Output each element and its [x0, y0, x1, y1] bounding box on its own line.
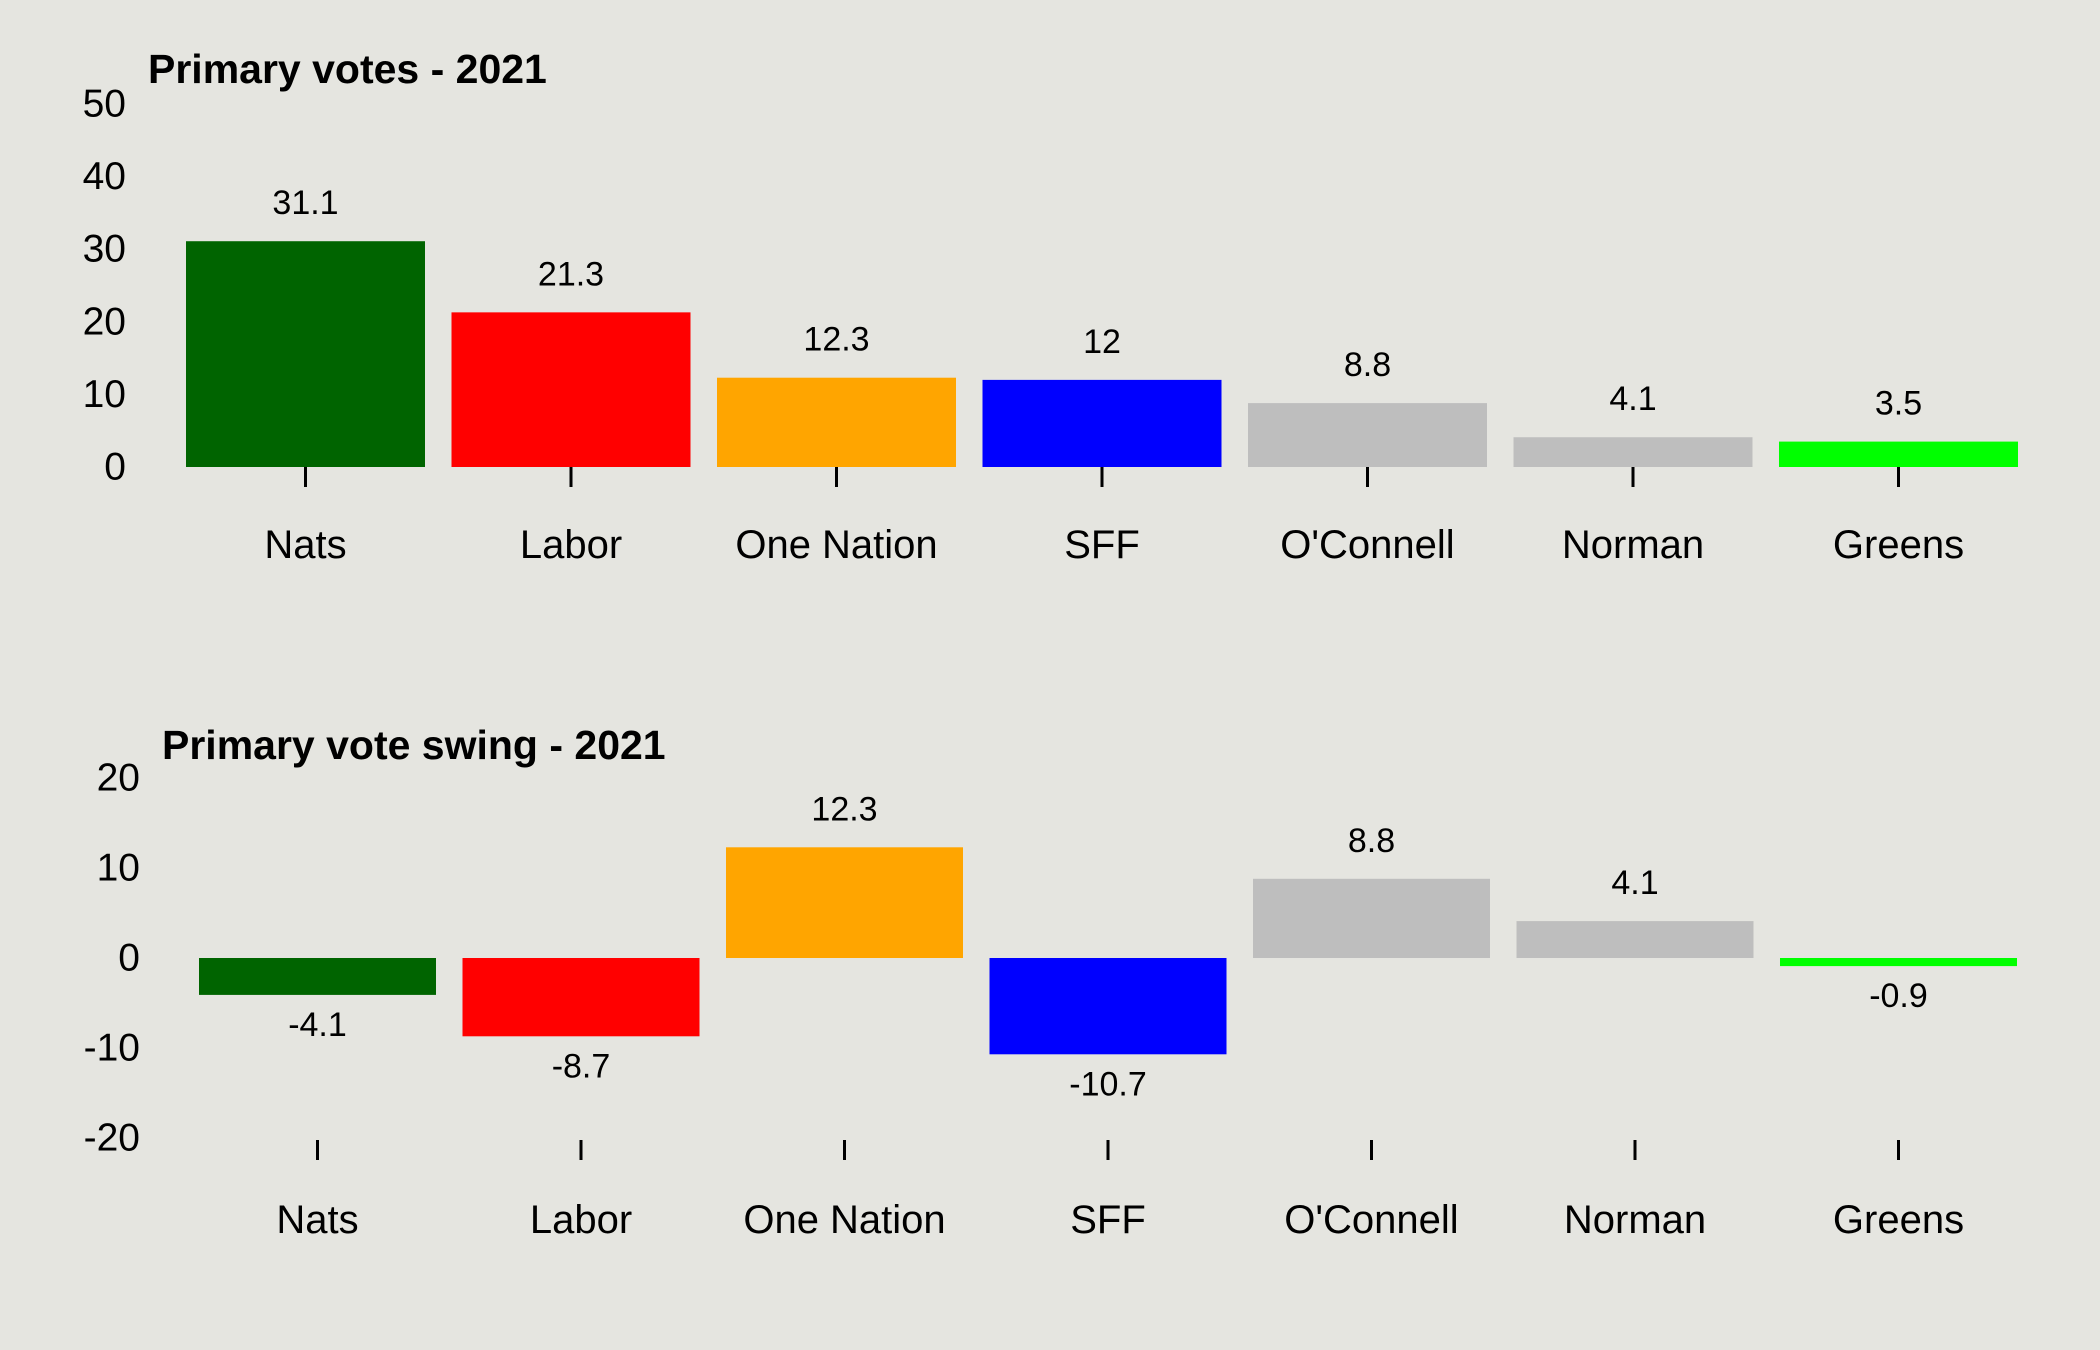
chart-title: Primary votes - 2021 — [148, 46, 547, 92]
data-label: 8.8 — [1348, 822, 1395, 860]
bar — [451, 312, 691, 467]
bar — [186, 241, 425, 467]
data-label: 12.3 — [811, 790, 877, 828]
y-tick-label: 50 — [83, 83, 126, 126]
y-tick-label: -20 — [84, 1117, 140, 1160]
x-tick-label: O'Connell — [1284, 1198, 1458, 1242]
bar — [1248, 403, 1487, 467]
bar — [1516, 921, 1754, 958]
y-tick-label: 0 — [118, 937, 140, 980]
data-label: 12 — [1083, 323, 1121, 361]
x-tick-label: Greens — [1833, 523, 1964, 567]
x-tick-label: One Nation — [735, 523, 937, 567]
data-label: -10.7 — [1069, 1065, 1147, 1103]
data-label: 31.1 — [272, 184, 338, 222]
x-tick-label: One Nation — [743, 1198, 945, 1242]
bar — [717, 377, 956, 467]
x-tick-label: Greens — [1833, 1198, 1964, 1242]
x-tick-label: Labor — [530, 1198, 632, 1242]
bar — [462, 958, 700, 1037]
x-tick-label: Labor — [520, 523, 622, 567]
bar — [1779, 441, 2018, 467]
primary-votes-chart: Primary votes - 2021 0 10 20 30 40 50 31.1 Nats… — [83, 46, 2018, 567]
data-label: 21.3 — [538, 255, 604, 293]
y-tick-label: 20 — [97, 757, 140, 800]
data-label: -0.9 — [1869, 977, 1928, 1015]
x-tick-label: O'Connell — [1280, 523, 1454, 567]
y-tick-label: 20 — [83, 300, 126, 343]
y-tick-label: 10 — [97, 847, 140, 890]
y-tick-label: 0 — [104, 446, 126, 489]
x-tick-label: Nats — [264, 523, 346, 567]
y-tick-label: -10 — [84, 1027, 140, 1070]
y-tick-label: 30 — [83, 228, 126, 271]
bar — [989, 958, 1227, 1055]
x-tick-label: Norman — [1564, 1198, 1706, 1242]
data-label: 3.5 — [1875, 385, 1922, 423]
bar — [1513, 437, 1753, 467]
data-label: 12.3 — [803, 321, 869, 359]
data-label: 8.8 — [1344, 346, 1391, 384]
x-tick-label: SFF — [1064, 523, 1140, 567]
bar — [1780, 958, 2017, 967]
x-tick-label: SFF — [1070, 1198, 1146, 1242]
primary-vote-swing-chart: Primary vote swing - 2021 -20 -10 0 10 20 -4.… — [84, 722, 2017, 1242]
x-tick-label: Nats — [276, 1198, 358, 1242]
bar — [726, 847, 963, 958]
bar — [982, 379, 1222, 467]
bar — [1253, 878, 1490, 958]
data-label: -8.7 — [552, 1047, 611, 1085]
data-label: 4.1 — [1609, 380, 1656, 418]
y-tick-label: 40 — [83, 155, 126, 198]
data-label: -4.1 — [288, 1006, 347, 1044]
x-tick-label: Norman — [1562, 523, 1704, 567]
y-tick-label: 10 — [83, 373, 126, 416]
data-label: 4.1 — [1611, 864, 1658, 902]
chart-title: Primary vote swing - 2021 — [162, 722, 666, 768]
bar — [199, 958, 436, 995]
